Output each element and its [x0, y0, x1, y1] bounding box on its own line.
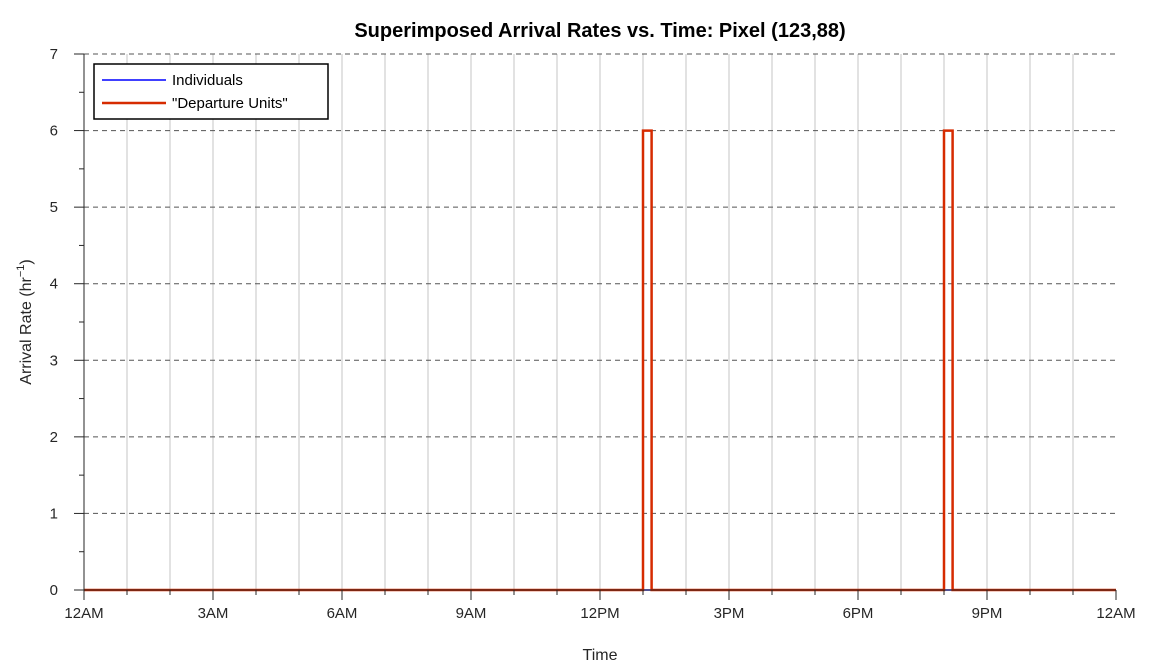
- legend: Individuals "Departure Units": [93, 63, 329, 120]
- vertical-grid: [126, 54, 1074, 590]
- y-axis-label-suffix: ): [18, 259, 35, 264]
- legend-label: "Departure Units": [172, 95, 288, 112]
- y-tick-label: 7: [50, 46, 58, 63]
- y-tick-label: 5: [50, 199, 58, 216]
- x-tick-labels: 12AM 3AM 6AM 9AM 12PM 3PM 6PM 9PM 12AM: [64, 605, 1135, 622]
- legend-label: Individuals: [172, 72, 243, 89]
- legend-box: [93, 63, 329, 120]
- y-tick-label: 1: [50, 505, 58, 522]
- x-tick-label: 6AM: [327, 605, 358, 622]
- x-tick-label: 12AM: [64, 605, 103, 622]
- y-axis-label-superscript: −1: [15, 265, 27, 278]
- y-tick-label: 2: [50, 429, 58, 446]
- y-axis-label: Arrival Rate (hr−1): [15, 259, 35, 384]
- axes: [74, 53, 1117, 600]
- x-axis-label: Time: [583, 647, 618, 664]
- x-tick-label: 12AM: [1096, 605, 1135, 622]
- y-axis-label-main: Arrival Rate (hr: [18, 276, 35, 384]
- y-tick-label: 6: [50, 123, 58, 140]
- y-tick-label: 0: [50, 582, 58, 599]
- x-tick-label: 3AM: [198, 605, 229, 622]
- x-tick-label: 3PM: [714, 605, 745, 622]
- x-tick-label: 12PM: [580, 605, 619, 622]
- y-tick-labels: 0 1 2 3 4 5 6 7: [50, 46, 58, 599]
- chart-title: Superimposed Arrival Rates vs. Time: Pix…: [354, 20, 845, 42]
- x-tick-label: 6PM: [843, 605, 874, 622]
- x-tick-label: 9PM: [972, 605, 1003, 622]
- y-tick-label: 3: [50, 352, 58, 369]
- x-tick-label: 9AM: [456, 605, 487, 622]
- y-tick-label: 4: [50, 276, 58, 293]
